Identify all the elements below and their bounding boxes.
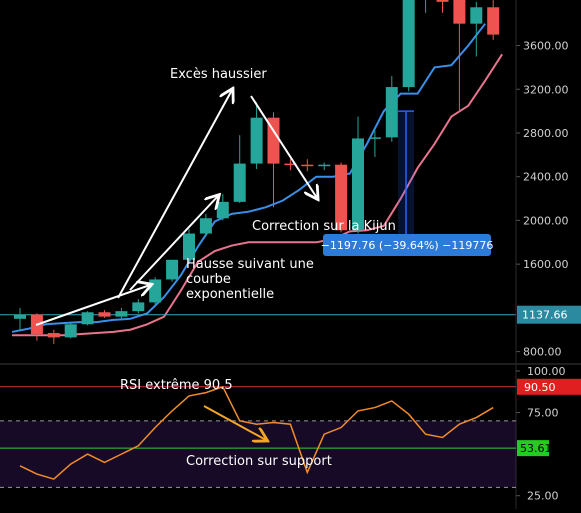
annotation-correction-support: Correction sur support: [186, 454, 332, 469]
candle-body: [335, 164, 348, 231]
candle-body: [64, 324, 77, 338]
rsi-level-a-label: 90.50: [524, 381, 556, 394]
annotation-rsi-extreme: RSI extrême 90.5: [120, 378, 233, 393]
price-axis: 3600.00 3200.00 2800.00 2400.00 2000.00 1600.…: [516, 40, 581, 359]
candle-body: [132, 302, 145, 312]
candle-body: [402, 0, 415, 88]
rsi-level-b-badge: [517, 440, 549, 457]
current-price-label: 1137.66: [522, 309, 568, 322]
candle-body: [368, 137, 381, 139]
rsi-tick-label: 75.00: [527, 407, 559, 420]
arrow-to-kijun: [250, 95, 317, 198]
candle-body: [318, 164, 331, 167]
candle-body: [149, 279, 162, 303]
candle-body: [199, 218, 212, 234]
measure-label-box: [323, 234, 491, 256]
rsi-level-a-badge: [517, 378, 581, 395]
candle-body: [284, 163, 297, 166]
candle-body: [487, 7, 500, 35]
arrow-rsi-correction: [203, 405, 266, 440]
candle-body: [267, 117, 280, 164]
price-tick-label: 2000.00: [523, 214, 569, 227]
candles-layer: [14, 0, 500, 344]
candle-body: [470, 7, 483, 24]
candle-body: [216, 201, 229, 219]
measure-label: −1197.76 (−39.64%) −119776: [321, 239, 494, 252]
price-tick-label: 2400.00: [523, 171, 569, 184]
candle-body: [166, 259, 179, 280]
kijun-line: [12, 53, 503, 337]
measure-layer: −1197.76 (−39.64%) −119776: [321, 110, 494, 256]
rsi-tick-label: 25.00: [527, 490, 559, 503]
candle-body: [250, 117, 263, 164]
price-tick-label: 800.00: [523, 346, 562, 359]
candle-body: [14, 314, 26, 319]
candle-body: [47, 333, 60, 338]
candle-body: [301, 164, 314, 167]
arrow-to-exces: [117, 90, 232, 299]
rsi-axis: 100.00 75.00 25.00 90.50 53.61: [516, 365, 581, 503]
candle-body: [453, 0, 466, 24]
rsi-line: [19, 385, 494, 480]
annotation-arrows: [35, 90, 317, 440]
arrow-trend-base: [35, 285, 150, 326]
candle-body: [352, 138, 364, 231]
current-price-badge: [517, 305, 581, 324]
annotation-hausse-line1: Hausse suivant une: [186, 257, 314, 272]
candle-body: [233, 163, 246, 202]
price-tick-label: 3200.00: [523, 83, 569, 96]
candle-body: [436, 0, 449, 2]
candle-body: [81, 312, 94, 325]
price-tick-label: 2800.00: [523, 127, 569, 140]
candle-body: [115, 311, 128, 317]
price-tick-label: 3600.00: [523, 40, 569, 53]
annotation-correction-kijun: Correction sur la Kijun: [252, 219, 396, 234]
annotation-exces: Excès haussier: [170, 67, 267, 82]
rsi-level-b-label: 53.61: [520, 442, 552, 455]
candle-body: [98, 312, 111, 317]
annotation-hausse-line2: courbe: [186, 272, 231, 287]
rsi-tick-label: 100.00: [527, 365, 566, 378]
arrow-trend-curve: [129, 196, 218, 291]
price-tick-label: 1600.00: [523, 258, 569, 271]
candle-body: [385, 87, 398, 138]
candle-body: [183, 233, 195, 260]
annotation-hausse-line3: exponentielle: [186, 287, 274, 302]
